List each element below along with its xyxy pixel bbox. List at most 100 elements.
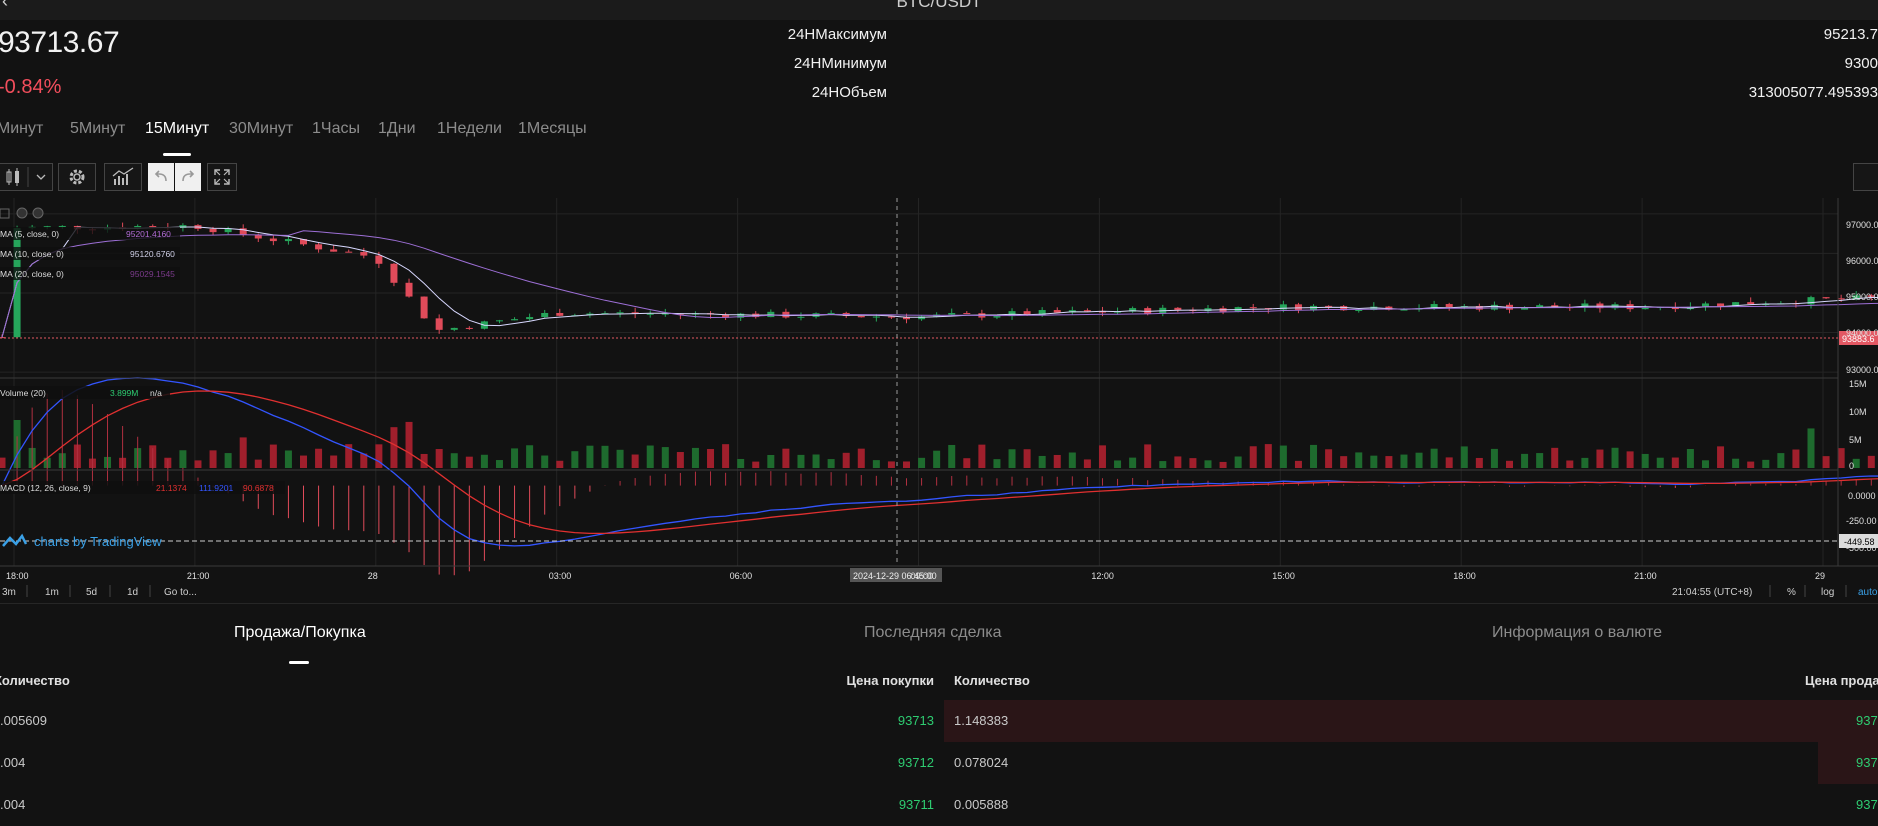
crosshair-time-text: 2024-12-29 06:45:00 xyxy=(853,571,937,581)
range-1d[interactable]: 1d xyxy=(127,587,138,598)
tab-1m[interactable]: 1Минут xyxy=(0,120,44,137)
volume-bar xyxy=(1114,460,1122,468)
bid-qty-header: Количество xyxy=(0,673,70,688)
tab-15m[interactable]: 15Минут xyxy=(145,120,210,156)
candle-body xyxy=(1098,311,1106,313)
undo-icon xyxy=(154,170,167,182)
candle-body xyxy=(420,296,428,319)
volume-bar xyxy=(405,421,413,468)
log-scale-button[interactable]: log xyxy=(1821,587,1834,598)
candle-body xyxy=(345,251,353,253)
volume-bar xyxy=(1264,444,1272,468)
volume-bar xyxy=(691,447,699,468)
candle-body xyxy=(450,327,458,330)
tradingview-logo-icon xyxy=(2,533,28,547)
undo-button[interactable] xyxy=(148,163,174,191)
tab-30m[interactable]: 30Минут xyxy=(229,120,294,137)
ma3-value: 95029.1545 xyxy=(130,269,175,279)
tab-1mo[interactable]: 1Месяцы xyxy=(518,120,587,137)
volume-bar xyxy=(1234,456,1242,468)
back-arrow-icon[interactable]: ‹ xyxy=(2,0,8,11)
volume-bar xyxy=(737,458,745,468)
tab-5m[interactable]: 5Минут xyxy=(70,120,126,137)
range-3m[interactable]: 3m xyxy=(2,587,16,598)
candle-body xyxy=(1717,303,1725,307)
volume-bar xyxy=(661,447,669,468)
volume-bar xyxy=(812,454,820,468)
volume-bar xyxy=(1294,460,1302,468)
bid-qty: .004 xyxy=(0,755,26,770)
volume-axis: 15M 10M 5M 0 xyxy=(1849,379,1867,471)
candle-body xyxy=(526,317,534,320)
time-tick: 28 xyxy=(368,571,378,581)
volume-bar xyxy=(1325,449,1333,468)
range-5d[interactable]: 5d xyxy=(86,587,97,598)
macd-value-2: 111.9201 xyxy=(199,483,233,493)
orderbook-row[interactable]: .004 93712 0.078024 937 xyxy=(0,742,1878,784)
candle-body xyxy=(1581,303,1589,308)
volume-bar xyxy=(345,444,353,468)
tab-currency-info[interactable]: Информация о валюте xyxy=(1492,624,1662,641)
volume-tick: 0 xyxy=(1849,461,1854,471)
range-1m[interactable]: 1m xyxy=(45,587,59,598)
volume-tick: 5M xyxy=(1849,435,1862,445)
macd-line xyxy=(1,377,1878,547)
tab-order-book[interactable]: Продажа/Покупка xyxy=(234,624,366,664)
candle-body xyxy=(284,239,292,242)
volume-bar xyxy=(1355,452,1363,468)
time-tick: 06:00 xyxy=(730,571,753,581)
volume-bar xyxy=(903,461,910,468)
settings-button[interactable] xyxy=(58,163,96,191)
price-tick: 95000.0 xyxy=(1846,292,1878,302)
volume-bar xyxy=(872,460,880,468)
time-tick: 21:00 xyxy=(187,571,210,581)
stat-volume-value: 313005077.495393 xyxy=(1748,84,1878,101)
bid-price: 93713 xyxy=(897,713,934,728)
ma1-value: 95201.4160 xyxy=(126,229,171,239)
chart-clock: 21:04:55 (UTC+8) xyxy=(1672,587,1752,598)
volume-bar xyxy=(511,448,519,468)
candle-body xyxy=(1822,297,1830,299)
orderbook-row[interactable]: .004 93711 0.005888 937 xyxy=(0,784,1878,826)
candle-body xyxy=(1490,304,1498,310)
tab-1h[interactable]: 1Часы xyxy=(312,120,360,137)
indicators-button[interactable] xyxy=(104,163,142,191)
fullscreen-icon xyxy=(214,169,230,185)
redo-icon xyxy=(182,170,195,182)
volume-bar xyxy=(1310,444,1318,468)
chevron-down-icon xyxy=(36,174,45,180)
percent-scale-button[interactable]: % xyxy=(1787,587,1796,598)
orderbook-row[interactable]: .005609 93713 1.148383 937 xyxy=(0,700,1878,742)
bid-qty: .004 xyxy=(0,797,26,812)
redo-button[interactable] xyxy=(175,163,201,191)
tab-1w[interactable]: 1Недели xyxy=(437,120,502,137)
chart-type-button[interactable] xyxy=(0,163,53,191)
candle-body xyxy=(1536,305,1544,308)
volume-bar xyxy=(269,444,277,468)
volume-bar xyxy=(1536,453,1544,468)
volume-bar xyxy=(1053,454,1061,468)
auto-scale-button[interactable]: auto xyxy=(1858,587,1878,598)
price-chart[interactable]: 93883.6 -449.58 2024-12-29 06:45:00 9700… xyxy=(0,198,1878,603)
candle-body xyxy=(586,313,594,316)
tab-last-trades[interactable]: Последняя сделка xyxy=(864,624,1002,641)
candle-body xyxy=(1355,309,1363,311)
goto-button[interactable]: Go to... xyxy=(164,587,197,598)
side-panel-toggle[interactable] xyxy=(1853,163,1878,191)
candle-body xyxy=(360,252,368,256)
bid-price: 93711 xyxy=(898,797,934,812)
volume-bar xyxy=(1475,457,1483,468)
ma1-label: MA (5, close, 0) xyxy=(0,229,59,239)
volume-bar xyxy=(1611,447,1619,468)
pair-title: BTC/USDT xyxy=(896,0,982,11)
time-tick: 03:00 xyxy=(549,571,572,581)
volume-bar xyxy=(1098,445,1106,468)
candle-body xyxy=(676,313,684,315)
last-price: 93713.67 xyxy=(0,26,120,59)
chart-canvas[interactable]: 93883.6 -449.58 2024-12-29 06:45:00 9700… xyxy=(0,198,1878,603)
fullscreen-button[interactable] xyxy=(207,163,237,191)
tab-1d[interactable]: 1Дни xyxy=(378,120,416,137)
volume-tick: 10M xyxy=(1849,407,1867,417)
volume-bar xyxy=(1174,456,1182,468)
macd-tick: -500.00 xyxy=(1846,543,1877,553)
